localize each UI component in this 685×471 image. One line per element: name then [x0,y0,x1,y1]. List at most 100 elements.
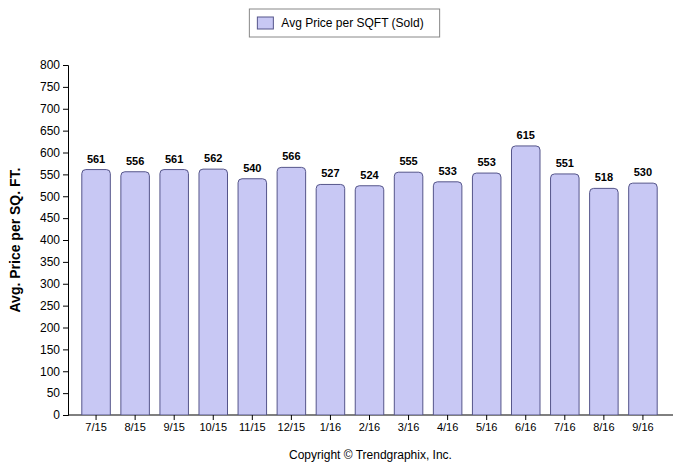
x-tick-mark [564,415,565,420]
x-tick: 9/16 [632,415,653,433]
bar [433,182,462,415]
y-tick-label: 650 [40,124,60,138]
y-tick-mark [63,153,68,154]
data-label: 562 [204,152,222,164]
y-tick-label: 100 [40,365,60,379]
y-tick-mark [63,131,68,132]
bar [316,184,345,415]
y-tick-label: 150 [40,343,60,357]
y-tick-mark [63,65,68,66]
x-tick: 4/16 [437,415,458,433]
x-tick: 10/15 [199,415,227,433]
y-tick: 0 [53,408,68,422]
data-label: 561 [87,153,105,165]
y-tick: 50 [47,386,68,400]
x-tick-label: 12/15 [278,421,306,433]
x-tick-label: 3/16 [398,421,419,433]
legend-swatch [257,17,273,29]
y-tick-label: 0 [53,408,60,422]
data-labels: 5615565615625405665275245555335536155515… [87,129,652,183]
y-tick-mark [63,196,68,197]
x-tick-mark [486,415,487,420]
data-label: 551 [556,157,574,169]
y-axis-title: Avg. Price per SQ. FT. [7,168,23,313]
x-tick-mark [642,415,643,420]
y-tick-label: 450 [40,211,60,225]
x-tick-label: 8/15 [124,421,145,433]
x-tick-label: 10/15 [199,421,227,433]
x-tick-mark [603,415,604,420]
y-axis-line [63,66,69,416]
y-tick-label: 700 [40,102,60,116]
data-label: 556 [126,155,144,167]
data-label: 615 [517,129,535,141]
data-label: 530 [634,166,652,178]
x-tick-mark [525,415,526,420]
y-tick-mark [63,240,68,241]
y-tick: 550 [40,168,68,182]
data-label: 527 [321,167,339,179]
copyright: Copyright © Trendgraphix, Inc. [289,448,452,462]
y-tick: 450 [40,211,68,225]
data-label: 518 [595,171,613,183]
y-tick: 800 [40,58,68,72]
x-tick-label: 5/16 [476,421,497,433]
x-axis: 7/15 8/15 9/15 10/15 11/15 12/15 1/16 2/16 3/16 4… [68,415,673,433]
x-tick-mark [369,415,370,420]
x-tick: 5/16 [476,415,497,433]
y-tick-mark [63,328,68,329]
y-tick: 500 [40,190,68,204]
x-tick-mark [291,415,292,420]
bar [551,174,580,415]
bars [82,146,657,415]
x-tick-mark [96,415,97,420]
legend-box [249,9,439,37]
x-tick-label: 9/16 [632,421,653,433]
bar [121,172,150,415]
y-tick-mark [63,371,68,372]
y-tick-mark [63,262,68,263]
x-tick-label: 9/15 [163,421,184,433]
data-label: 566 [282,150,300,162]
y-tick: 100 [40,365,68,379]
x-tick-label: 6/16 [515,421,536,433]
x-tick-mark [135,415,136,420]
data-label: 540 [243,162,261,174]
x-tick: 6/16 [515,415,536,433]
x-tick-label: 7/16 [554,421,575,433]
y-tick-mark [63,109,68,110]
y-tick: 300 [40,277,68,291]
bar [160,170,189,415]
chart: 0501001502002503003504004505005506006507… [0,0,685,471]
y-tick-label: 750 [40,80,60,94]
bar [355,186,384,415]
y-tick: 250 [40,299,68,313]
y-tick-mark [63,87,68,88]
x-tick: 1/16 [320,415,341,433]
x-tick: 11/15 [239,415,266,433]
y-tick-label: 400 [40,233,60,247]
data-label: 555 [399,155,417,167]
y-tick-mark [63,284,68,285]
y-axis: 0501001502002503003504004505005506006507… [40,58,69,422]
x-tick: 7/15 [85,415,106,433]
data-label: 553 [478,156,496,168]
x-tick-label: 8/16 [593,421,614,433]
bar [277,167,306,415]
x-tick-label: 1/16 [320,421,341,433]
y-tick: 400 [40,233,68,247]
x-tick: 2/16 [359,415,380,433]
y-tick-label: 600 [40,146,60,160]
y-tick: 750 [40,80,68,94]
legend-label: Avg Price per SQFT (Sold) [281,16,423,30]
x-tick: 8/15 [124,415,145,433]
y-tick-mark [63,349,68,350]
x-tick-mark [174,415,175,420]
x-tick: 8/16 [593,415,614,433]
bar [511,146,540,415]
x-tick-mark [330,415,331,420]
x-tick-mark [447,415,448,420]
y-tick: 700 [40,102,68,116]
legend: Avg Price per SQFT (Sold) [249,9,439,37]
bar [238,179,267,415]
